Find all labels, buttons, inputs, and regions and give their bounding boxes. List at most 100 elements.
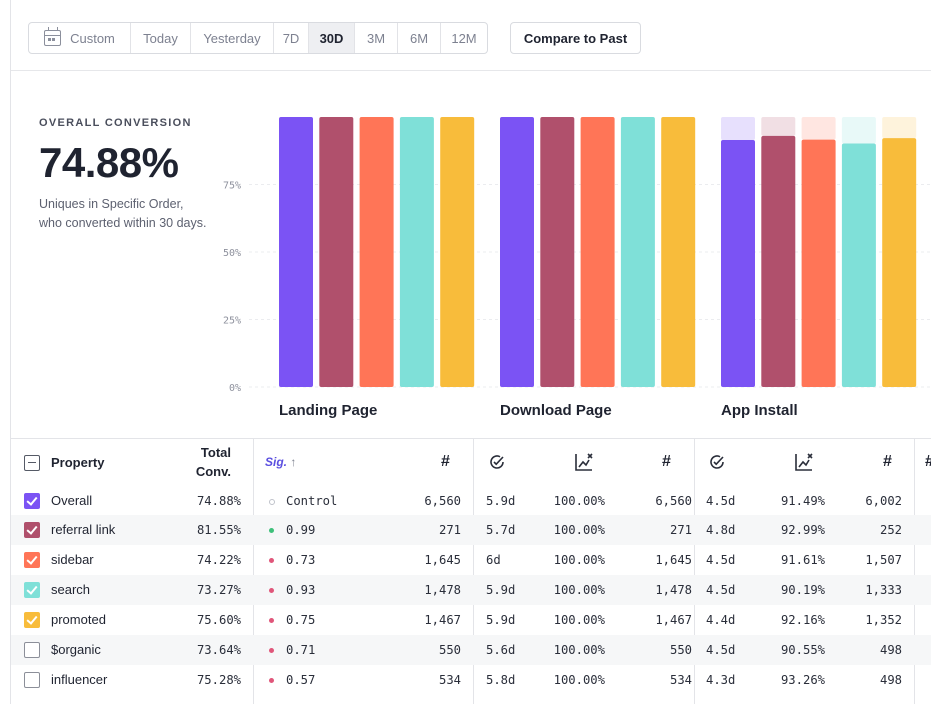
step4-count-header[interactable]: # bbox=[925, 453, 931, 471]
step2-rate: 100.00% bbox=[553, 523, 605, 537]
dropoff-bar[interactable] bbox=[761, 117, 796, 136]
step2-time: 5.9d bbox=[486, 494, 516, 508]
step3-count: 498 bbox=[879, 673, 902, 687]
conversion-bar[interactable] bbox=[540, 117, 575, 387]
time-to-convert-icon[interactable] bbox=[708, 453, 726, 476]
conversion-rate-icon[interactable] bbox=[794, 452, 814, 477]
date-tab-3m[interactable]: 3M bbox=[355, 23, 398, 53]
significance-dot bbox=[269, 558, 274, 563]
step3-rate: 90.55% bbox=[780, 643, 825, 657]
step3-time: 4.3d bbox=[706, 673, 736, 687]
significance-header-label: Sig. bbox=[265, 455, 288, 469]
conversion-bar[interactable] bbox=[620, 117, 655, 387]
dropoff-bar[interactable] bbox=[721, 117, 755, 140]
step2-rate: 100.00% bbox=[553, 613, 605, 627]
y-tick-label: 25% bbox=[223, 316, 241, 327]
y-tick-label: 50% bbox=[223, 248, 241, 259]
step2-count: 550 bbox=[669, 643, 692, 657]
step2-time: 5.7d bbox=[486, 523, 516, 537]
total-conversion: 81.55% bbox=[196, 523, 241, 537]
select-all-checkbox[interactable] bbox=[24, 455, 40, 471]
conversion-bar[interactable] bbox=[440, 117, 475, 387]
step-label: Landing Page bbox=[279, 402, 377, 419]
step3-count: 1,507 bbox=[865, 553, 902, 567]
time-to-convert-icon[interactable] bbox=[488, 453, 506, 476]
row-checkbox[interactable] bbox=[24, 552, 40, 568]
date-tab-today[interactable]: Today bbox=[131, 23, 191, 53]
table-row[interactable]: promoted 75.60% 1,467 5.9d 100.00% 1,467 4.4d 9… bbox=[11, 605, 931, 635]
row-checkbox[interactable] bbox=[24, 612, 40, 628]
conversion-bar[interactable] bbox=[882, 138, 917, 387]
property-name: Overall bbox=[51, 493, 93, 508]
row-checkbox[interactable] bbox=[24, 582, 40, 598]
date-tab-30d[interactable]: 30D bbox=[309, 23, 355, 53]
total-conversion: 74.22% bbox=[196, 553, 241, 567]
dropoff-bar[interactable] bbox=[841, 117, 876, 144]
significance-dot bbox=[269, 588, 274, 593]
conversion-bar[interactable] bbox=[319, 117, 354, 387]
table-row[interactable]: referral link 81.55% 271 5.7d 100.00% 271 4.8d… bbox=[11, 515, 931, 545]
significance-value: 0.73 bbox=[286, 553, 316, 567]
conversion-bar[interactable] bbox=[500, 117, 534, 387]
significance-header[interactable]: Sig. ↑ bbox=[265, 455, 296, 469]
conversion-bar[interactable] bbox=[279, 117, 313, 387]
conversion-bar[interactable] bbox=[801, 139, 836, 387]
conversion-bar[interactable] bbox=[661, 117, 696, 387]
sort-ascending-icon: ↑ bbox=[290, 455, 297, 469]
total-conversion: 73.64% bbox=[196, 643, 241, 657]
table-row[interactable]: sidebar 74.22% 1,645 6d 100.00% 1,645 4.5d 91.6… bbox=[11, 545, 931, 575]
total-conv-header-line2[interactable]: Conv. bbox=[195, 464, 231, 479]
step1-count: 1,467 bbox=[424, 613, 461, 627]
table-row[interactable]: influencer 75.28% 534 5.8d 100.00% 534 4.3d 93.… bbox=[11, 665, 931, 695]
overall-conversion-summary: OVERALL CONVERSION 74.88% Uniques in Spe… bbox=[39, 117, 209, 233]
compare-to-past-button[interactable]: Compare to Past bbox=[510, 22, 641, 54]
conversion-bar[interactable] bbox=[399, 117, 434, 387]
step3-count-header[interactable]: # bbox=[883, 453, 892, 470]
conversion-bar[interactable] bbox=[841, 143, 876, 387]
column-divider bbox=[694, 439, 695, 704]
step2-count: 6,560 bbox=[655, 494, 692, 508]
date-tab-6m[interactable]: 6M bbox=[398, 23, 441, 53]
row-checkbox[interactable] bbox=[24, 672, 40, 688]
overall-conversion-value: 74.88% bbox=[39, 139, 179, 186]
table-row[interactable]: Overall 74.88% 6,560 5.9d 100.00% 6,560 4.5d 91… bbox=[11, 486, 931, 516]
column-divider bbox=[914, 439, 915, 704]
conversion-bar[interactable] bbox=[359, 117, 394, 387]
step2-time: 5.9d bbox=[486, 583, 516, 597]
step3-time: 4.5d bbox=[706, 553, 736, 567]
date-tab-custom[interactable]: Custom bbox=[29, 23, 131, 53]
step3-count: 498 bbox=[879, 643, 902, 657]
table-row[interactable]: search 73.27% 1,478 5.9d 100.00% 1,478 4.5d 90.… bbox=[11, 575, 931, 605]
date-tab-yesterday[interactable]: Yesterday bbox=[191, 23, 274, 53]
conversion-bar[interactable] bbox=[580, 117, 615, 387]
step1-count-header[interactable]: # bbox=[441, 453, 450, 470]
date-tab-label: Custom bbox=[70, 30, 115, 46]
step2-count: 271 bbox=[669, 523, 692, 537]
step1-count: 271 bbox=[438, 523, 461, 537]
dropoff-bar[interactable] bbox=[801, 117, 836, 140]
table-row[interactable]: $organic 73.64% 550 5.6d 100.00% 550 4.5d 90.55… bbox=[11, 635, 931, 665]
step2-rate: 100.00% bbox=[553, 643, 605, 657]
total-conv-header-line1[interactable]: Total bbox=[200, 445, 231, 460]
step2-count-header[interactable]: # bbox=[662, 453, 671, 470]
step3-count: 6,002 bbox=[865, 494, 902, 508]
property-header[interactable]: Property bbox=[51, 455, 105, 470]
conversion-bar[interactable] bbox=[721, 139, 755, 387]
step3-count: 252 bbox=[879, 523, 902, 537]
step2-rate: 100.00% bbox=[553, 494, 605, 508]
row-checkbox[interactable] bbox=[24, 522, 40, 538]
step2-count: 1,478 bbox=[655, 583, 692, 597]
date-tab-12m[interactable]: 12M bbox=[451, 30, 477, 46]
dropoff-bar[interactable] bbox=[882, 117, 917, 139]
conversion-bar[interactable] bbox=[761, 135, 796, 387]
conversion-rate-icon[interactable] bbox=[574, 452, 594, 477]
y-tick-label: 75% bbox=[223, 181, 241, 192]
step1-count: 1,645 bbox=[424, 553, 461, 567]
row-checkbox[interactable] bbox=[24, 642, 40, 658]
date-tab-7d[interactable]: 7D bbox=[274, 23, 309, 53]
column-divider bbox=[253, 439, 254, 704]
significance-dot bbox=[269, 618, 274, 623]
row-checkbox[interactable] bbox=[24, 493, 40, 509]
step2-rate: 100.00% bbox=[553, 673, 605, 687]
step2-time: 5.8d bbox=[486, 673, 516, 687]
